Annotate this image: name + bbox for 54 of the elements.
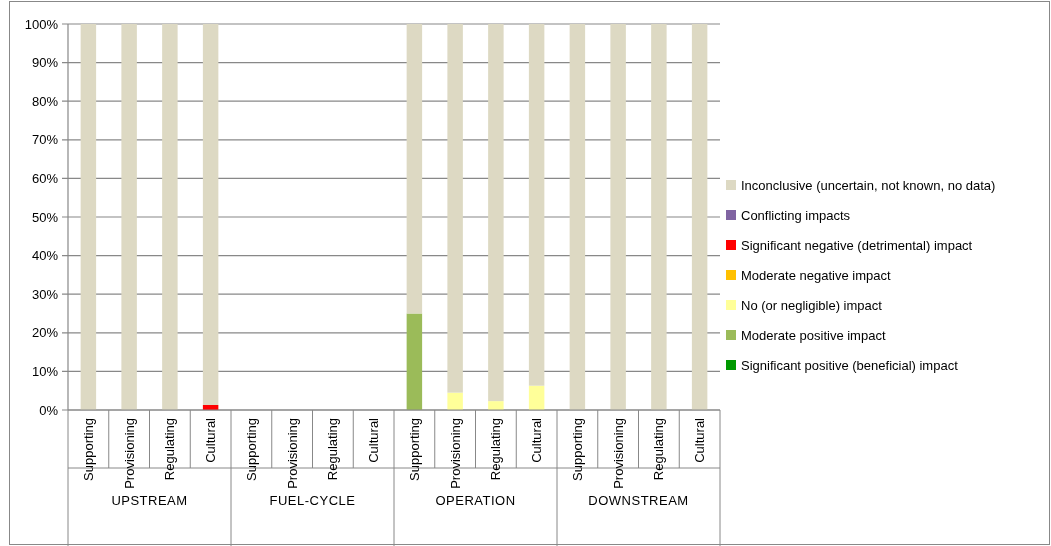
bar [651, 24, 667, 410]
x-tick-label: Supporting [243, 418, 259, 481]
x-tick-label: Provisioning [121, 418, 137, 489]
bar [528, 24, 545, 386]
legend-label: Moderate positive impact [741, 327, 886, 343]
legend-label: Moderate negative impact [741, 267, 891, 283]
bar [447, 24, 463, 393]
y-tick-label: 20% [31, 325, 59, 341]
bar [691, 24, 708, 410]
x-tick-label: Regulating [488, 418, 504, 481]
x-tick-label: Regulating [651, 418, 667, 481]
x-tick-label: Provisioning [610, 418, 626, 489]
legend-label: Conflicting impacts [741, 207, 851, 223]
x-tick-label: Provisioning [284, 418, 300, 489]
bar [162, 24, 178, 410]
legend-label: Significant negative (detrimental) impact [741, 237, 973, 253]
x-tick-label: Supporting [406, 418, 422, 481]
y-tick-label: 0% [39, 402, 59, 418]
y-tick-label: 70% [31, 132, 59, 148]
y-tick-label: 10% [31, 363, 59, 379]
x-tick-label: Provisioning [447, 418, 463, 489]
y-tick-label: 60% [31, 170, 59, 186]
y-tick-label: 30% [31, 286, 59, 302]
y-tick-label: 90% [31, 55, 59, 71]
legend-label: No (or negligible) impact [741, 297, 883, 313]
text: UPSTREAM [111, 492, 188, 508]
x-tick-label: Regulating [162, 418, 178, 481]
y-tick-label: 40% [31, 248, 59, 264]
x-tick-label: Supporting [80, 418, 96, 481]
x-tick-label: Cultural [529, 417, 545, 463]
bar [528, 385, 545, 410]
bar [121, 24, 137, 410]
bar [488, 24, 504, 402]
x-tick-label: Supporting [569, 418, 585, 481]
bar [406, 24, 423, 314]
bar [406, 313, 423, 410]
text: DOWNSTREAM [588, 492, 689, 508]
bar [488, 401, 504, 410]
text: FUEL-CYCLE [269, 492, 356, 508]
text: OPERATION [435, 492, 516, 508]
bar [80, 24, 97, 410]
bar [202, 24, 219, 405]
bar [610, 24, 626, 410]
x-tick-label: Cultural [692, 417, 708, 463]
bar [569, 24, 586, 410]
x-tick-label: Cultural [366, 417, 382, 463]
legend-label: Inconclusive (uncertain, not known, no data) [741, 177, 996, 193]
y-tick-label: 100% [24, 16, 59, 32]
y-tick-label: 50% [31, 209, 59, 225]
y-tick-label: 80% [31, 93, 59, 109]
bar [447, 392, 463, 410]
x-tick-label: Cultural [203, 417, 219, 463]
legend-label: Significant positive (beneficial) impact [741, 357, 959, 373]
x-tick-label: Regulating [325, 418, 341, 481]
